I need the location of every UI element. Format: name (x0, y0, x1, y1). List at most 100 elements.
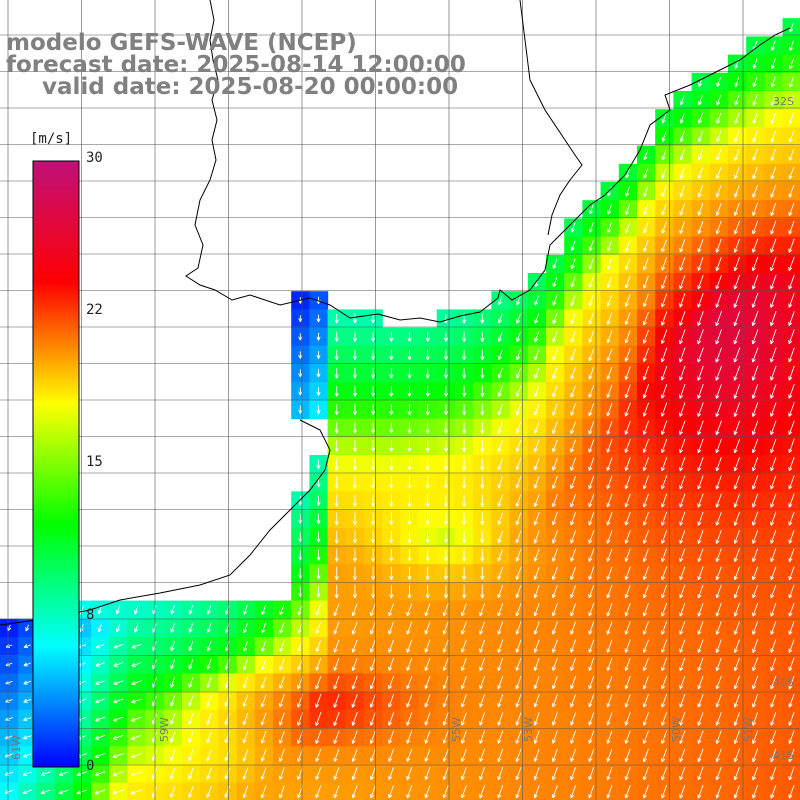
wind-arrow (112, 752, 124, 759)
wind-arrow (770, 238, 777, 253)
wind-arrow (733, 457, 741, 472)
wind-arrow (697, 621, 704, 635)
wind-arrow (624, 312, 631, 326)
wind-arrow (642, 657, 649, 672)
wind-arrow (461, 531, 467, 543)
wind-arrow (224, 676, 230, 689)
wind-arrow (606, 657, 613, 672)
wind-arrow (697, 185, 704, 198)
wind-arrow (660, 457, 668, 472)
wind-arrow (388, 675, 395, 690)
wind-arrow (425, 458, 430, 471)
wind-arrow (460, 657, 467, 672)
wind-arrow (733, 365, 741, 381)
wind-arrow (497, 476, 504, 489)
wind-arrow (642, 603, 649, 617)
wind-arrow (279, 622, 285, 634)
wind-arrow (770, 256, 777, 272)
wind-arrow (715, 310, 723, 327)
wind-arrow (733, 785, 740, 799)
wind-arrow (515, 512, 522, 526)
wind-arrow (424, 657, 431, 672)
wind-arrow (770, 766, 777, 781)
wind-arrow (570, 475, 577, 490)
wind-arrow (461, 549, 467, 562)
wind-arrow (370, 458, 376, 471)
wind-arrow (369, 748, 376, 762)
wind-arrow (425, 512, 430, 525)
wind-arrow (752, 675, 759, 690)
wind-arrow (442, 748, 449, 762)
wind-arrow (642, 548, 649, 563)
wind-arrow (443, 404, 449, 416)
wind-arrow (497, 494, 504, 507)
wind-arrow (352, 584, 358, 599)
wind-arrow (333, 675, 340, 690)
wind-arrow (113, 644, 123, 649)
wind-arrow (733, 657, 740, 672)
wind-arrow (751, 256, 759, 272)
wind-arrow (715, 166, 722, 180)
wind-arrow (715, 657, 722, 672)
wind-arrow (715, 602, 722, 617)
wind-arrow (551, 766, 558, 781)
wind-arrow (733, 329, 741, 345)
wind-arrow (788, 475, 795, 490)
wind-arrow (661, 113, 667, 124)
wind-arrow (461, 385, 467, 397)
wind-arrow (352, 512, 358, 526)
wind-arrow (442, 603, 449, 617)
wind-arrow (751, 347, 759, 363)
wind-arrow (733, 383, 741, 399)
wind-arrow (752, 58, 758, 70)
wind-arrow (642, 748, 649, 763)
wind-arrow (370, 313, 376, 324)
wind-arrow (606, 240, 613, 252)
wind-arrow (570, 694, 577, 708)
wind-arrow (334, 440, 339, 452)
wind-arrow (497, 730, 504, 744)
wind-arrow (534, 385, 540, 398)
wind-arrow (679, 113, 685, 124)
wind-arrow (788, 584, 795, 599)
wind-arrow (588, 475, 595, 490)
wind-arrow (570, 367, 576, 380)
wind-arrow (788, 329, 795, 345)
wind-arrow (389, 476, 394, 489)
wind-arrow (643, 185, 649, 197)
wind-arrow (480, 313, 485, 324)
wind-arrow (443, 349, 449, 361)
wind-arrow (351, 657, 358, 672)
wind-arrow (734, 76, 740, 88)
wind-arrow (352, 548, 358, 562)
wind-arrow (679, 493, 686, 508)
wind-arrow (424, 730, 431, 744)
wind-arrow (715, 292, 722, 308)
wind-arrow (369, 657, 376, 672)
wind-arrow (552, 385, 558, 398)
wind-arrow (733, 730, 740, 745)
wind-arrow (533, 476, 540, 489)
wind-arrow (406, 748, 413, 762)
wind-arrow (661, 275, 668, 290)
wind-arrow (715, 785, 722, 799)
wind-arrow (497, 331, 503, 342)
wind-arrow (588, 548, 595, 562)
lon-label-61w: 61W (10, 735, 23, 760)
wind-arrow (516, 331, 521, 343)
wind-arrow (643, 257, 649, 271)
wind-arrow (661, 493, 668, 508)
wind-arrow (715, 402, 722, 418)
wind-arrow (315, 640, 322, 653)
wind-arrow (770, 493, 777, 508)
wind-arrow (352, 313, 358, 324)
wind-arrow (242, 749, 249, 762)
wind-arrow (788, 202, 795, 217)
wind-arrow (407, 440, 412, 452)
wind-arrow (370, 566, 376, 580)
colorbar-tick-22: 22 (86, 302, 103, 318)
wind-arrow (751, 457, 759, 472)
wind-arrow (407, 458, 412, 471)
wind-arrow (407, 494, 412, 507)
wind-arrow (770, 475, 777, 490)
